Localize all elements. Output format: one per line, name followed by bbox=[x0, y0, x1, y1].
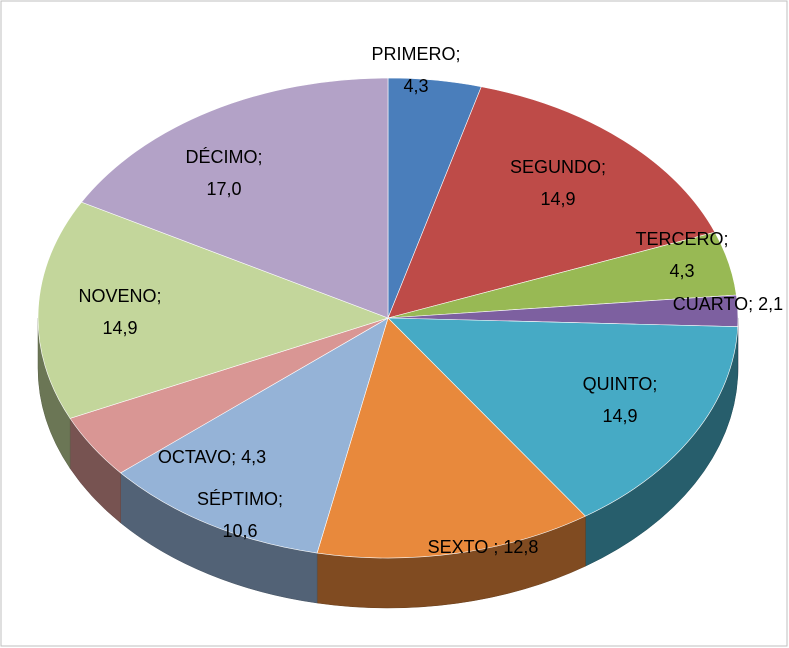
slice bbox=[120, 317, 389, 554]
label-value: 2,1 bbox=[758, 294, 783, 314]
label-category: SEXTO ; bbox=[428, 537, 499, 557]
data-label: QUINTO; 14,9 bbox=[583, 374, 658, 426]
label-value: 10,6 bbox=[222, 521, 257, 541]
data-label: OCTAVO; 4,3 bbox=[158, 447, 266, 467]
label-value: 12,8 bbox=[503, 537, 538, 557]
label-category: NOVENO; bbox=[78, 286, 161, 306]
data-label: SEXTO ; 12,8 bbox=[428, 537, 539, 557]
slice bbox=[316, 317, 586, 559]
label-value: 4,3 bbox=[241, 447, 266, 467]
data-label: NOVENO; 14,9 bbox=[78, 286, 161, 338]
data-label: CUARTO; 2,1 bbox=[673, 294, 783, 314]
slice bbox=[80, 77, 389, 319]
label-value: 14,9 bbox=[602, 406, 637, 426]
data-label: SÉPTIMO; 10,6 bbox=[197, 489, 283, 541]
data-labels: PRIMERO; 4,3 SEGUNDO; 14,9 TERCERO; 4,3 CUARTO… bbox=[78, 44, 783, 557]
slice bbox=[387, 317, 739, 517]
slice bbox=[37, 201, 389, 419]
label-value: 4,3 bbox=[669, 261, 694, 281]
label-category: OCTAVO; bbox=[158, 447, 236, 467]
label-category: SEGUNDO; bbox=[510, 157, 606, 177]
label-category: TERCERO; bbox=[635, 229, 728, 249]
slice bbox=[387, 86, 716, 319]
label-value: 17,0 bbox=[206, 179, 241, 199]
data-label: SEGUNDO; 14,9 bbox=[510, 157, 606, 209]
label-value: 14,9 bbox=[540, 189, 575, 209]
label-category: PRIMERO; bbox=[371, 44, 460, 64]
label-value: 14,9 bbox=[102, 318, 137, 338]
label-category: SÉPTIMO; bbox=[197, 489, 283, 509]
pie-tops bbox=[37, 77, 739, 559]
label-category: CUARTO; bbox=[673, 294, 753, 314]
data-label: PRIMERO; 4,3 bbox=[371, 44, 460, 96]
data-label: DÉCIMO; 17,0 bbox=[185, 147, 262, 199]
label-category: QUINTO; bbox=[583, 374, 658, 394]
label-value: 4,3 bbox=[403, 76, 428, 96]
data-label: TERCERO; 4,3 bbox=[635, 229, 728, 281]
label-category: DÉCIMO; bbox=[185, 147, 262, 167]
